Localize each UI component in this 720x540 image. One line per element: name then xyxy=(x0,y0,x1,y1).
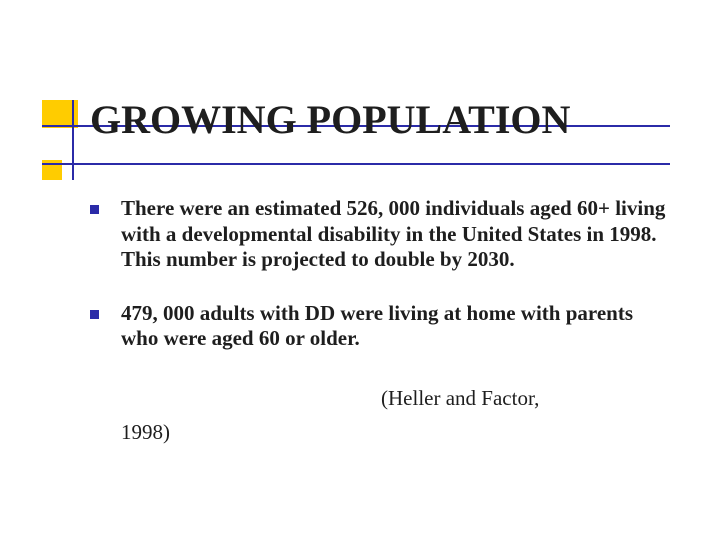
bullet-square-icon xyxy=(90,205,99,214)
bullet-square-icon xyxy=(90,310,99,319)
bullet-item: 479, 000 adults with DD were living at h… xyxy=(90,301,670,352)
citation-source: (Heller and Factor, xyxy=(381,382,539,416)
bullet-text: There were an estimated 526, 000 individ… xyxy=(121,196,670,273)
rule-line-bottom xyxy=(42,163,670,165)
slide-body: There were an estimated 526, 000 individ… xyxy=(90,196,670,449)
bullet-item: There were an estimated 526, 000 individ… xyxy=(90,196,670,273)
citation: (Heller and Factor, 1998) xyxy=(121,382,670,449)
rule-line-vertical xyxy=(72,100,74,180)
bullet-text: 479, 000 adults with DD were living at h… xyxy=(121,301,670,352)
slide-title: GROWING POPULATION xyxy=(90,96,570,143)
slide: GROWING POPULATION There were an estimat… xyxy=(0,0,720,540)
citation-year: 1998) xyxy=(121,416,670,450)
